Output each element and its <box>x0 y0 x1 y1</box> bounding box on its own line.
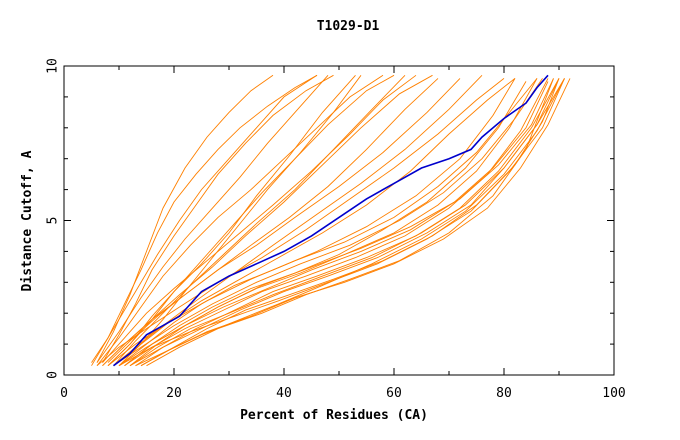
model-series-line-23 <box>113 78 543 367</box>
model-series-line-29 <box>113 74 406 366</box>
model-series-line-4 <box>96 74 384 366</box>
chart-title: T1029-D1 <box>317 19 380 34</box>
model-series-group <box>91 74 571 367</box>
model-series-line-3 <box>102 74 334 363</box>
model-series-line-10 <box>118 75 362 367</box>
model-series-line-24 <box>140 78 565 367</box>
x-tick-label-0: 0 <box>60 386 68 401</box>
x-tick-label-60: 60 <box>386 386 402 401</box>
y-tick-label-5: 5 <box>46 217 61 225</box>
model-series-line-32 <box>113 78 516 367</box>
model-series-line-5 <box>102 74 417 363</box>
model-series-line-31 <box>107 74 395 367</box>
model-series-line-27 <box>118 78 565 367</box>
model-series-line-2 <box>96 74 274 363</box>
y-tick-label-10: 10 <box>46 58 61 74</box>
model-series-line-12 <box>96 78 505 367</box>
axis-ticks <box>63 65 615 376</box>
model-series-line-6 <box>107 78 439 363</box>
y-axis-label: Distance Cutoff, A <box>20 150 35 291</box>
model-series-line-11 <box>113 74 483 367</box>
model-series-line-26 <box>107 78 538 367</box>
x-tick-label-80: 80 <box>496 386 512 401</box>
x-tick-label-40: 40 <box>276 386 292 401</box>
model-series-line-8 <box>107 75 356 367</box>
model-series-line-21 <box>146 78 554 367</box>
y-tick-label-0: 0 <box>46 371 61 379</box>
model-series-line-14 <box>124 81 527 367</box>
model-series-line-33 <box>124 81 549 367</box>
model-series-line-16 <box>124 78 549 367</box>
model-series-line-30 <box>96 75 329 363</box>
model-series-line-28 <box>102 74 433 367</box>
model-series-line-19 <box>140 78 560 367</box>
highlight-series-line <box>113 74 549 367</box>
model-series-line-25 <box>129 78 560 367</box>
x-axis-label: Percent of Residues (CA) <box>240 408 428 423</box>
model-series-line-1 <box>91 74 318 363</box>
model-series-line-7 <box>91 74 318 366</box>
tick-labels: 0 20 40 60 80 100 0 5 10 <box>46 58 626 401</box>
x-tick-label-20: 20 <box>166 386 182 401</box>
model-series-line-17 <box>135 78 560 367</box>
plot-area <box>91 74 571 367</box>
x-tick-label-100: 100 <box>602 386 625 401</box>
highlight-series-group <box>113 74 549 367</box>
